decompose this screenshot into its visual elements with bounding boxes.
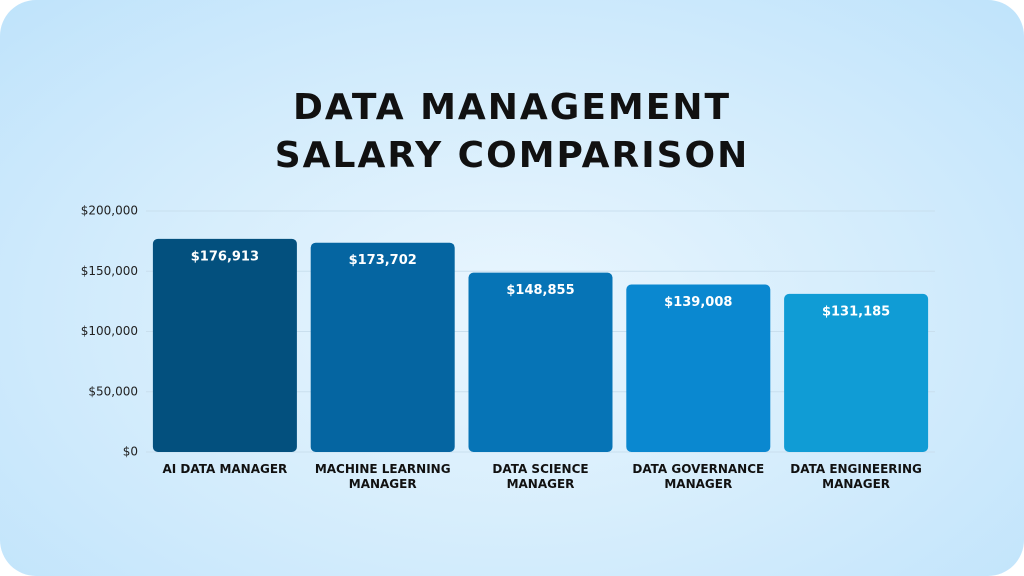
y-tick-label: $200,000 [81, 204, 138, 218]
x-tick-label: MACHINE LEARNING MANAGER [314, 462, 451, 491]
bar [626, 284, 771, 452]
y-tick-label: $50,000 [88, 384, 138, 398]
value-label: $176,913 [191, 249, 259, 264]
y-tick-label: $0 [123, 445, 138, 459]
bar [468, 272, 613, 452]
y-tick-label: $100,000 [81, 324, 138, 338]
value-label: $173,702 [349, 253, 417, 268]
x-tick-label: DATA ENGINEERING MANAGER [790, 462, 922, 491]
bar [310, 242, 455, 452]
x-tick-label: AI DATA MANAGER [162, 462, 288, 476]
bar [784, 293, 929, 452]
value-label: $148,855 [506, 283, 574, 298]
bar [152, 238, 297, 452]
x-tick-label: DATA SCIENCE MANAGER [492, 462, 589, 491]
chart-title: DATA MANAGEMENT SALARY COMPARISON [274, 87, 750, 176]
y-tick-label: $150,000 [81, 264, 138, 278]
value-label: $139,008 [664, 295, 732, 310]
x-tick-label: DATA GOVERNANCE MANAGER [632, 462, 765, 491]
value-label: $131,185 [822, 304, 890, 319]
